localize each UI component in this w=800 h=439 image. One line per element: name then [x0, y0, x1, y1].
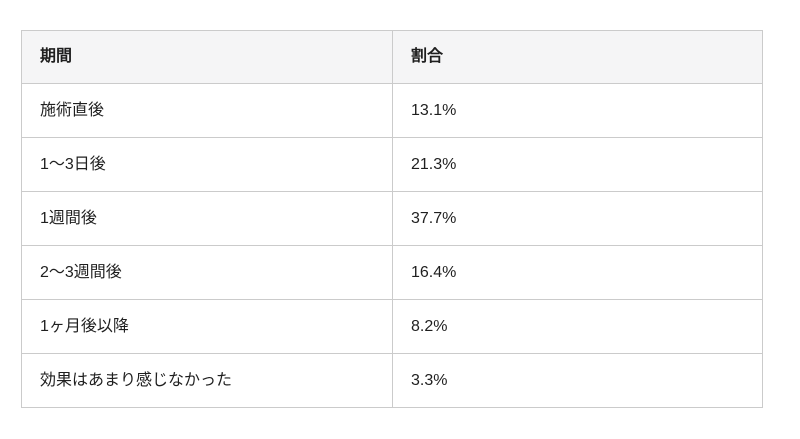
column-header-period: 期間 [21, 30, 393, 84]
table-row: 2〜3週間後 16.4% [21, 245, 763, 300]
table-cell-ratio: 8.2% [392, 299, 763, 354]
table-row: 1週間後 37.7% [21, 191, 763, 246]
table-cell-ratio: 3.3% [392, 353, 763, 408]
survey-results-table: 期間 割合 施術直後 13.1% 1〜3日後 21.3% 1週間後 37.7% … [21, 30, 763, 408]
table-cell-period: 1ヶ月後以降 [21, 299, 393, 354]
table-cell-ratio: 37.7% [392, 191, 763, 246]
table-row: 1〜3日後 21.3% [21, 137, 763, 192]
table-row: 1ヶ月後以降 8.2% [21, 299, 763, 354]
table-cell-period: 1〜3日後 [21, 137, 393, 192]
table-row: 効果はあまり感じなかった 3.3% [21, 353, 763, 408]
table-cell-period: 施術直後 [21, 83, 393, 138]
column-header-ratio: 割合 [392, 30, 763, 84]
table-header-row: 期間 割合 [21, 30, 763, 84]
table-cell-period: 効果はあまり感じなかった [21, 353, 393, 408]
table-cell-ratio: 13.1% [392, 83, 763, 138]
table-cell-period: 1週間後 [21, 191, 393, 246]
table-row: 施術直後 13.1% [21, 83, 763, 138]
table-cell-period: 2〜3週間後 [21, 245, 393, 300]
table-cell-ratio: 16.4% [392, 245, 763, 300]
table-cell-ratio: 21.3% [392, 137, 763, 192]
